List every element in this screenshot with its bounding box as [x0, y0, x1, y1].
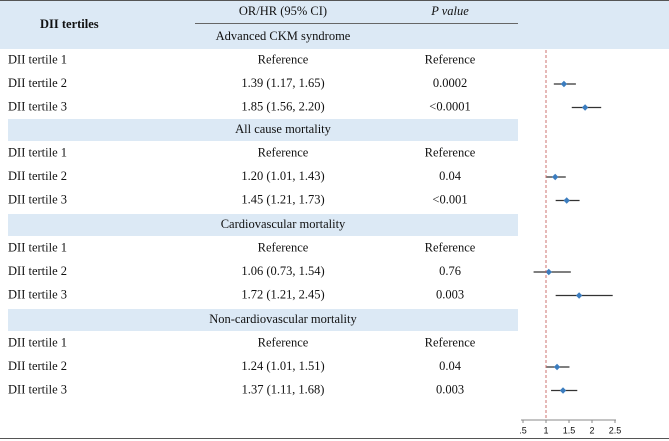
group-header: DII tertiles [40, 17, 99, 31]
x-tick-label: 2.5 [609, 425, 622, 435]
estimate-header: OR/HR (95% CI) [239, 4, 327, 18]
x-tick-label: 2 [589, 425, 594, 435]
estimate-text: 1.20 (1.01, 1.43) [241, 169, 324, 183]
section-title: Advanced CKM syndrome [216, 29, 351, 43]
p-header: P value [430, 4, 469, 18]
section-band [8, 119, 518, 141]
p-value: <0.0001 [429, 99, 470, 113]
estimate-marker [559, 387, 567, 394]
section-band [8, 214, 518, 236]
estimate-text: 1.06 (0.73, 1.54) [241, 264, 324, 278]
estimate-text: Reference [258, 335, 309, 349]
estimate-marker [545, 268, 552, 276]
estimate-text: Reference [258, 52, 309, 66]
row-label: DII tertile 3 [8, 382, 67, 396]
estimate-text: Reference [258, 145, 309, 159]
row-label: DII tertile 3 [8, 99, 67, 113]
row-label: DII tertile 2 [8, 264, 67, 278]
section-title: All cause mortality [235, 122, 332, 136]
p-value: <0.001 [432, 192, 467, 206]
estimate-text: 1.24 (1.01, 1.51) [241, 359, 324, 373]
p-value: 0.04 [439, 169, 462, 183]
estimate-marker [575, 292, 583, 299]
estimate-marker [581, 104, 589, 111]
estimate-text: Reference [258, 240, 309, 254]
section-band [8, 309, 518, 331]
estimate-text: 1.85 (1.56, 2.20) [241, 99, 324, 113]
row-label: DII tertile 2 [8, 169, 67, 183]
section-title: Cardiovascular mortality [221, 217, 346, 231]
row-label: DII tertile 2 [8, 359, 67, 373]
x-tick-label: 1 [543, 425, 548, 435]
estimate-marker [553, 363, 561, 371]
x-tick-label: .5 [519, 425, 527, 435]
row-label: DII tertile 3 [8, 287, 67, 301]
estimate-marker [552, 173, 559, 181]
row-label: DII tertile 1 [8, 335, 67, 349]
row-label: DII tertile 1 [8, 240, 67, 254]
row-label: DII tertile 3 [8, 192, 67, 206]
section-title: Non-cardiovascular mortality [209, 312, 357, 326]
header-band [0, 0, 669, 49]
x-tick-label: 1.5 [563, 425, 576, 435]
p-value: 0.04 [439, 359, 462, 373]
row-label: DII tertile 1 [8, 145, 67, 159]
p-value: 0.76 [439, 264, 461, 278]
estimate-marker [563, 197, 570, 204]
p-value: Reference [425, 145, 476, 159]
estimate-text: 1.39 (1.17, 1.65) [241, 76, 324, 90]
estimate-text: 1.45 (1.21, 1.73) [241, 192, 324, 206]
p-value: Reference [425, 52, 476, 66]
estimate-marker [560, 80, 568, 88]
p-value: 0.003 [436, 382, 464, 396]
estimate-text: 1.72 (1.21, 2.45) [241, 287, 324, 301]
row-label: DII tertile 1 [8, 52, 67, 66]
row-label: DII tertile 2 [8, 76, 67, 90]
estimate-text: 1.37 (1.11, 1.68) [242, 382, 325, 396]
p-value: Reference [425, 240, 476, 254]
p-value: Reference [425, 335, 476, 349]
p-value: 0.0002 [433, 76, 467, 90]
p-value: 0.003 [436, 287, 464, 301]
